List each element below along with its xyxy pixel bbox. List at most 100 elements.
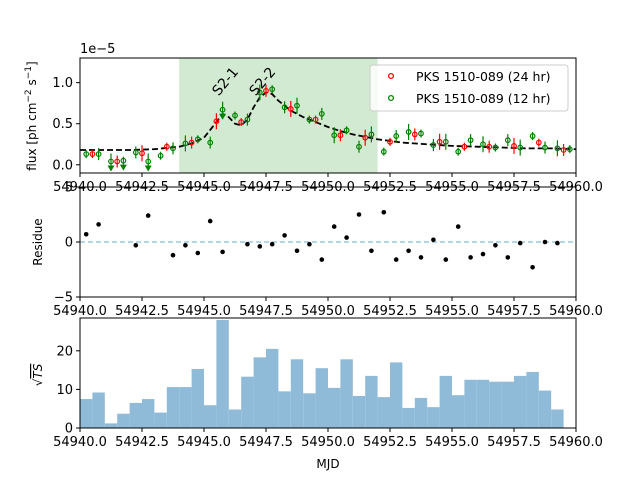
flux-12hr-point — [504, 137, 511, 144]
y-tick-label: 1.0 — [52, 76, 73, 91]
residue-point — [133, 243, 139, 248]
residue-axis-label: Residue — [31, 218, 45, 265]
flux-12hr-point — [356, 143, 362, 150]
flux-12hr-point — [442, 138, 449, 145]
flux-24hr-point — [188, 139, 195, 146]
residue-point — [505, 255, 511, 260]
flux-24hr-point — [263, 87, 269, 94]
flux-12hr-point — [517, 144, 524, 151]
x-tick-label: 54952.5 — [363, 304, 417, 319]
residue-point — [493, 243, 498, 248]
flux-12hr-point — [393, 133, 400, 139]
residue-point — [245, 241, 250, 247]
ts-bar — [191, 368, 204, 428]
ts-bar — [204, 405, 217, 428]
ts-bar — [154, 412, 167, 428]
ts-bar — [514, 375, 527, 428]
ts-bar — [80, 399, 93, 428]
flare-period-shading — [179, 58, 378, 173]
flux-12hr-point — [219, 106, 226, 113]
residue-point — [381, 210, 387, 215]
ts-bar — [241, 376, 254, 428]
flux-12hr-point — [430, 142, 437, 148]
flux-24hr-point — [139, 150, 145, 157]
residue-point — [170, 252, 176, 258]
x-tick-label: 54950.0 — [301, 304, 355, 319]
ts-bar — [179, 387, 192, 428]
flux-24hr-point — [312, 116, 319, 123]
flux-12hr-point — [542, 144, 548, 151]
flux-24hr-point — [511, 142, 517, 149]
flux-12hr-point — [455, 148, 462, 155]
flux-12hr-point — [492, 144, 499, 151]
flux-12hr-point — [120, 157, 127, 164]
light-curve-panel: 54940.0 54942.5 54945.0 54947.5 54950.0 54952… — [24, 42, 603, 195]
residue-point — [344, 235, 349, 240]
ts-bar — [315, 368, 328, 428]
flux-24hr-point — [436, 138, 443, 145]
flux-12hr-point — [529, 133, 536, 139]
x-tick-label: 54960.0 — [549, 304, 603, 319]
residue-point — [195, 250, 201, 256]
x-tick-label: 54952.5 — [363, 435, 417, 450]
flux-12hr-point — [207, 139, 214, 146]
flux-12hr-point — [306, 116, 313, 123]
flux-12hr-upper-limit-arrow — [144, 165, 152, 172]
flux-24hr-point — [89, 151, 96, 158]
mjd-axis-label: MJD — [316, 457, 339, 471]
residue-point — [282, 233, 287, 238]
ts-bar — [104, 423, 118, 428]
flux-24hr-point — [461, 143, 468, 150]
ts-bar — [526, 372, 539, 428]
x-tick-label: 54947.5 — [239, 435, 293, 450]
flux-12hr-point — [380, 148, 387, 155]
ts-bar — [464, 379, 477, 428]
flux-12hr-point — [145, 158, 152, 165]
legend-marker-12hr — [387, 94, 395, 102]
residue-point — [96, 222, 101, 227]
flux-12hr-point — [467, 137, 474, 144]
residue-point — [257, 244, 263, 249]
flux-12hr-point — [294, 102, 300, 109]
residue-point — [393, 257, 399, 262]
flux-12hr-point — [566, 146, 573, 153]
ts-bar — [427, 407, 440, 428]
residue-point — [468, 255, 473, 260]
flux-12hr-point — [331, 132, 338, 139]
ts-bar — [129, 402, 142, 428]
ts-bar — [489, 381, 502, 428]
flux-24hr-point — [362, 134, 369, 141]
residue-point — [530, 265, 535, 270]
x-tick-label: 54955.0 — [425, 435, 479, 450]
flux-24hr-point — [287, 106, 294, 112]
residue-point — [145, 213, 151, 218]
ts-bar — [476, 379, 490, 428]
legend-box — [369, 64, 569, 112]
ts-panel: 54940.0 54942.5 54945.0 54947.5 54950.0 54952… — [31, 317, 603, 471]
x-tick-label: 54940.0 — [53, 304, 107, 319]
ts-bar — [414, 397, 428, 428]
flux-12hr-point — [281, 104, 288, 111]
x-tick-label: 54955.0 — [425, 304, 479, 319]
y-tick-label: 0.5 — [52, 117, 73, 132]
flux-12hr-point — [182, 140, 189, 147]
residue-point — [455, 224, 461, 229]
legend-label-24hr: PKS 1510-089 (24 hr) — [416, 69, 551, 84]
model-fit-line — [80, 91, 577, 151]
flux-24hr-point — [560, 147, 567, 153]
x-tick-label: 54942.5 — [115, 435, 169, 450]
ts-bar — [253, 357, 266, 428]
residue-point — [307, 241, 312, 247]
y-tick-label: 0 — [65, 236, 73, 251]
x-tick-label: 54950.0 — [301, 435, 355, 450]
flux-12hr-point — [256, 89, 263, 96]
ts-bar — [501, 381, 514, 428]
flux-24hr-point — [411, 131, 418, 138]
residue-point — [207, 218, 213, 224]
x-tick-label: 54945.0 — [177, 435, 231, 450]
flux-12hr-upper-limit-arrow — [119, 164, 127, 171]
x-tick-label: 54957.5 — [487, 435, 541, 450]
flux-offset-label: 1e−5 — [80, 42, 115, 57]
flux-12hr-point — [194, 136, 201, 143]
